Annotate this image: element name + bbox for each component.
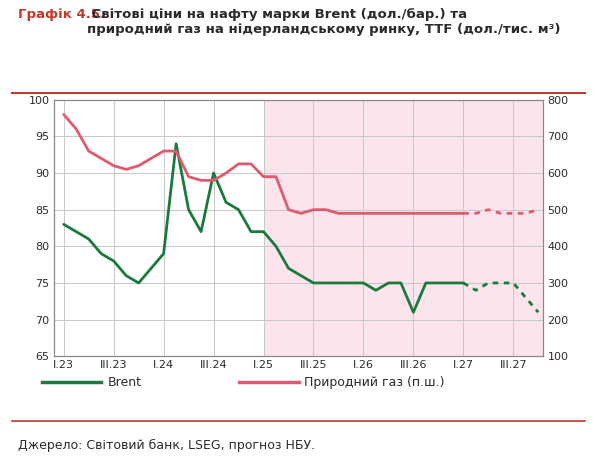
Text: Brent: Brent (107, 376, 141, 389)
Text: Світові ціни на нафту марки Brent (дол./бар.) та
природний газ на нідерландськом: Світові ціни на нафту марки Brent (дол./… (87, 8, 560, 36)
Text: Джерело: Світовий банк, LSEG, прогноз НБУ.: Джерело: Світовий банк, LSEG, прогноз НБ… (18, 439, 315, 452)
Bar (263, 100, 543, 356)
Text: Природний газ (п.ш.): Природний газ (п.ш.) (304, 376, 445, 389)
Text: Графік 4.5.: Графік 4.5. (18, 8, 105, 20)
